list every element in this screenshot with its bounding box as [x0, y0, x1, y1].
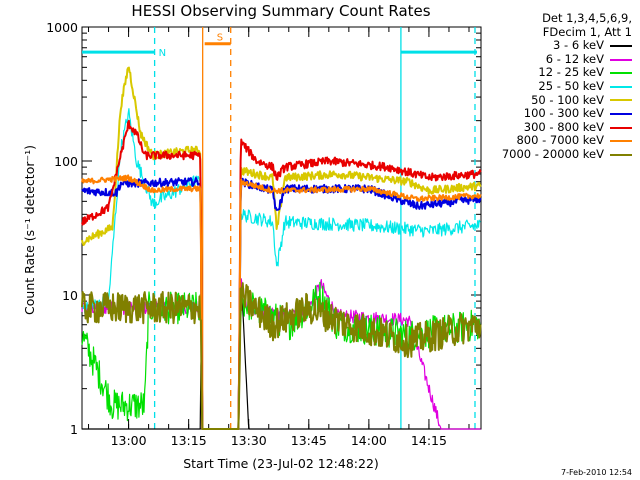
footer-date: 7-Feb-2010 12:54	[561, 468, 632, 477]
y-tick-label: 100	[54, 154, 78, 169]
legend-item: 25 - 50 keV	[472, 78, 632, 94]
legend-swatch	[610, 44, 632, 47]
series-line	[81, 177, 482, 430]
y-tick-label: 1	[70, 422, 78, 437]
x-tick-label: 13:15	[171, 433, 207, 448]
legend-item: 300 - 800 keV	[472, 119, 632, 135]
legend-item-label: 300 - 800 keV	[523, 119, 604, 134]
y-tick-label: 1000	[46, 20, 78, 35]
x-tick-label: 13:00	[111, 433, 147, 448]
y-tick-label: 10	[62, 288, 78, 303]
legend-item-label: 12 - 25 keV	[538, 65, 604, 80]
legend-item: 12 - 25 keV	[472, 66, 632, 80]
legend-header-line-2: FDecim 1, Att 1	[542, 24, 632, 39]
chart-title: HESSI Observing Summary Count Rates	[131, 2, 430, 20]
flag-label: N	[159, 48, 166, 59]
legend-swatch	[610, 85, 632, 88]
series-line	[81, 282, 482, 430]
legend-item: 100 - 300 keV	[472, 107, 632, 121]
series-line	[81, 174, 482, 430]
legend-swatch	[610, 112, 632, 115]
y-axis-label: Count Rate (s⁻¹ detector⁻¹)	[22, 145, 37, 315]
x-tick-label: 13:30	[231, 433, 267, 448]
legend-item: 50 - 100 keV	[472, 92, 632, 108]
plot-frame	[81, 26, 482, 430]
series-line	[81, 66, 482, 430]
legend-item-label: 100 - 300 keV	[523, 106, 604, 121]
legend-item-label: 7000 - 20000 keV	[501, 146, 604, 161]
legend-item-label: 25 - 50 keV	[538, 78, 604, 93]
legend-item-label: 3 - 6 keV	[553, 38, 604, 53]
x-tick-label: 13:45	[291, 433, 327, 448]
flag-label: S	[217, 33, 223, 44]
legend-item-label: 6 - 12 keV	[545, 51, 604, 66]
plot-area: 1 10 100 1000 13:00 13:15 13:30 13:45 14:00 14:15…	[46, 20, 482, 448]
x-tick-label: 14:15	[411, 433, 447, 448]
legend-item-label: 800 - 7000 keV	[516, 133, 604, 148]
legend-swatch	[610, 140, 632, 143]
legend-swatch	[610, 72, 632, 75]
series-line	[81, 119, 482, 430]
legend-swatch	[610, 99, 632, 102]
series-line	[82, 277, 481, 430]
legend-item: 3 - 6 keV	[472, 39, 632, 53]
legend-item: 800 - 7000 keV	[472, 134, 632, 148]
legend-item-label: 50 - 100 keV	[531, 92, 604, 107]
x-axis-label: Start Time (23-Jul-02 12:48:22)	[183, 456, 379, 471]
series-line	[81, 108, 481, 430]
x-tick-label: 14:00	[351, 433, 387, 448]
legend-header-line-1: Det 1,3,4,5,6,9,	[542, 11, 632, 25]
legend-item: 6 - 12 keV	[472, 51, 632, 67]
legend-swatch	[610, 58, 632, 61]
legend-item: 7000 - 20000 keV	[472, 146, 632, 162]
legend-items: 3 - 6 keV 6 - 12 keV 12 - 25 keV 25 - 50 ke…	[472, 39, 632, 161]
legend-swatch	[610, 126, 632, 129]
legend-swatch	[610, 153, 632, 156]
legend: Det 1,3,4,5,6,9, FDecim 1, Att 1 3 - 6 k…	[472, 11, 632, 162]
